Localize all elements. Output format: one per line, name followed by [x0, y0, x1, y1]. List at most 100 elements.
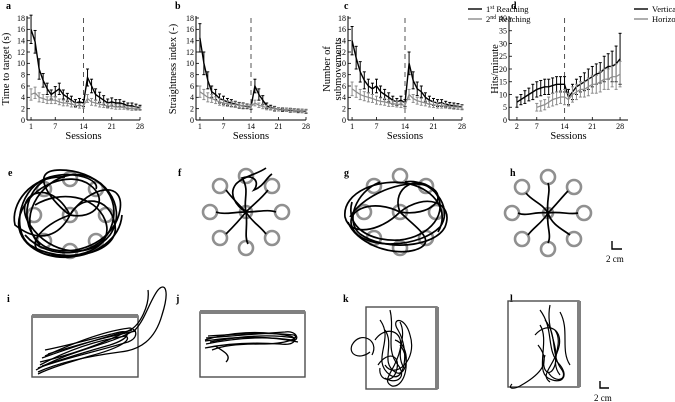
panel-g-trajectories — [344, 167, 448, 257]
y-tick-label: 8 — [342, 70, 346, 79]
x-tick-label: 1 — [29, 122, 33, 131]
x-tick-label: 14 — [247, 122, 255, 131]
x-tick-label: 1 — [350, 122, 354, 131]
series-line — [351, 88, 463, 109]
x-tick-label: 7 — [222, 122, 226, 131]
y-tick-label: 18 — [17, 14, 25, 23]
panel-letter-e: e — [8, 168, 13, 179]
panel-letter-i: i — [7, 294, 10, 305]
x-tick-label: 28 — [136, 122, 144, 131]
scale-bar-label: 2 cm — [606, 254, 624, 264]
y-tick-label: 16 — [338, 25, 346, 34]
legend-label: Vertical pong — [652, 4, 675, 14]
panel-letter-a: a — [6, 1, 11, 12]
y-tick-label: 18 — [186, 14, 194, 23]
panel-e-trajectories — [13, 169, 123, 260]
y-tick-label: 6 — [342, 82, 346, 91]
x-tick-label: 7 — [535, 122, 539, 131]
y-tick-label: 0 — [342, 116, 346, 125]
panel-letter-g: g — [344, 168, 349, 179]
x-tick-label: 1 — [198, 122, 202, 131]
x-tick-label: 21 — [108, 122, 116, 131]
y-tick-label: 10 — [499, 90, 507, 99]
trajectory-lines — [215, 167, 277, 245]
x-tick-label: 14 — [561, 122, 569, 131]
series-line — [351, 40, 463, 108]
legend: Vertical pongHorizontal pong — [634, 4, 675, 24]
panel-l-trajectories — [507, 300, 581, 389]
x-axis-label: Sessions — [233, 131, 269, 142]
x-tick-label: 14 — [80, 122, 88, 131]
y-tick-label: 20 — [499, 65, 507, 74]
y-tick-label: 18 — [338, 14, 346, 23]
y-tick-label: 12 — [17, 48, 25, 57]
y-axis-label: Time to target (s) — [1, 32, 12, 105]
y-tick-label: 25 — [499, 52, 507, 61]
panel-b-chart: 0 2 4 6 8 10 12 14 16 18 1 7 14 21 28 Sessions Straightn… — [168, 14, 310, 142]
y-tick-label: 40 — [499, 14, 507, 23]
y-tick-label: 10 — [338, 59, 346, 68]
y-tick-label: 5 — [503, 103, 507, 112]
x-tick-label: 28 — [302, 122, 310, 131]
scale-bar-top: 2 cm — [606, 241, 624, 264]
panel-h-trajectories — [503, 168, 593, 258]
legend-label: 1st Reaching — [486, 4, 529, 14]
y-tick-label: 16 — [17, 25, 25, 34]
series-line — [30, 92, 140, 110]
y-tick-label: 6 — [190, 82, 194, 91]
y-axis-label: Hits/minute — [490, 44, 501, 94]
x-tick-label: 28 — [616, 122, 624, 131]
panel-i-trajectories — [31, 286, 167, 378]
x-axis-label: Sessions — [550, 131, 586, 142]
panel-f-trajectories — [201, 167, 291, 257]
series-gray — [350, 81, 464, 111]
y-axis-label: Straightness index (-) — [168, 23, 179, 114]
x-axis-label: Sessions — [387, 131, 423, 142]
trajectory-lines — [344, 180, 448, 253]
y-tick-label: 0 — [503, 116, 507, 125]
series-gray — [198, 85, 308, 114]
y-tick-label: 6 — [21, 82, 25, 91]
y-tick-label: 10 — [17, 59, 25, 68]
panel-letter-d: d — [511, 1, 517, 12]
panel-letter-b: b — [175, 1, 181, 12]
panel-letter-h: h — [510, 168, 516, 179]
y-tick-label: 15 — [499, 78, 507, 87]
y-tick-label: 12 — [186, 48, 194, 57]
scale-bar-bottom: 2 cm — [594, 381, 612, 402]
x-tick-label: 21 — [430, 122, 438, 131]
panel-a-chart: 0 2 4 6 8 10 12 14 16 18 1 7 14 21 28 Sessions Time to t… — [1, 14, 144, 142]
x-tick-label: 7 — [375, 122, 379, 131]
x-tick-label: 28 — [458, 122, 466, 131]
series-gray — [29, 86, 142, 111]
x-tick-label: 21 — [275, 122, 283, 131]
scale-bar-label: 2 cm — [594, 393, 612, 402]
panel-letter-k: k — [343, 294, 349, 305]
y-tick-label: 0 — [190, 116, 194, 125]
y-tick-label: 2 — [342, 104, 346, 113]
x-axis-label: Sessions — [65, 131, 101, 142]
series-black — [29, 14, 142, 111]
x-tick-label: 2 — [515, 122, 519, 131]
series-gray — [535, 60, 622, 112]
y-tick-label: 14 — [17, 36, 25, 45]
y-tick-label: 4 — [342, 93, 346, 102]
y-tick-label: 16 — [186, 25, 194, 34]
panel-letter-j: j — [175, 294, 179, 305]
y-tick-label: 10 — [186, 59, 194, 68]
series-line — [536, 73, 621, 108]
y-tick-label: 8 — [190, 70, 194, 79]
y-tick-label: 8 — [21, 70, 25, 79]
panel-j-trajectories — [199, 310, 306, 378]
trajectory-lines — [517, 182, 579, 244]
x-tick-label: 14 — [401, 122, 409, 131]
y-tick-label: 4 — [21, 93, 25, 102]
x-tick-label: 7 — [53, 122, 57, 131]
panel-k-trajectories — [350, 306, 439, 390]
y-tick-label: 14 — [338, 36, 346, 45]
y-tick-label: 4 — [190, 93, 194, 102]
y-tick-label: 2 — [21, 104, 25, 113]
